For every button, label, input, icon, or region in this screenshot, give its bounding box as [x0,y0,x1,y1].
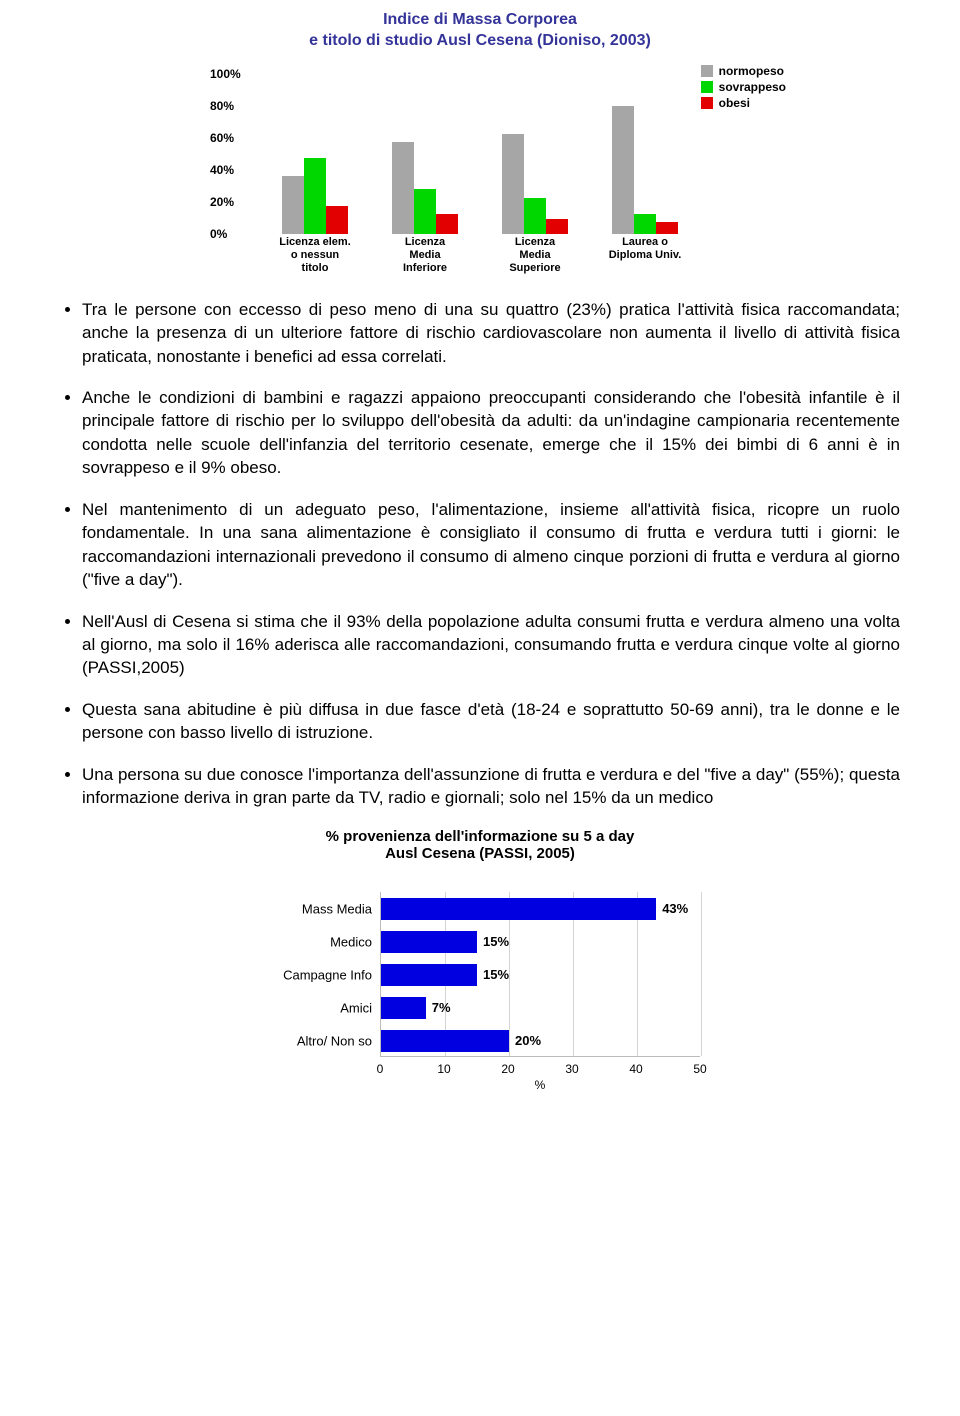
chart1-bar [326,206,348,233]
chart1-bar [282,176,304,234]
chart1-title: Indice di Massa Corporea e titolo di stu… [60,10,900,52]
chart2-bar [381,898,656,920]
chart2-xtick: 30 [565,1062,578,1076]
chart1-bar [304,158,326,233]
chart2-value-label: 43% [662,901,688,916]
bullet-item: Tra le persone con eccesso di peso meno … [82,298,900,368]
chart1-xlabel: Licenza Media Superiore [490,236,580,276]
legend-label: obesi [719,96,750,110]
chart2-value-label: 15% [483,934,509,949]
chart2-row: 15% [381,964,509,986]
chart1-xlabel: Laurea o Diploma Univ. [600,236,690,262]
chart1-title-line2: e titolo di studio Ausl Cesena (Dioniso,… [309,32,651,49]
chart2-row: 15% [381,931,509,953]
chart2-row: 20% [381,1030,541,1052]
chart1-ytick: 0% [210,227,227,241]
chart1-ytick: 100% [210,67,241,81]
bullet-item: Anche le condizioni di bambini e ragazzi… [82,386,900,480]
chart1-group [600,106,690,234]
chart2-ylabel: Altro/ Non so [240,1033,372,1048]
legend-label: sovrappeso [719,80,786,94]
chart1-xlabel: Licenza Media Inferiore [380,236,470,276]
chart2-xaxis-label: % [380,1078,700,1092]
bullet-item: Una persona su due conosce l'importanza … [82,763,900,810]
chart1-bar [436,214,458,233]
chart1-ytick: 20% [210,195,234,209]
legend-swatch [701,65,713,77]
chart1-ytick: 40% [210,163,234,177]
chart1-bar [392,142,414,233]
chart2-title: % provenienza dell'informazione su 5 a d… [60,828,900,845]
chart2-xtick: 50 [693,1062,706,1076]
chart1-bar [634,214,656,233]
chart2-xtick: 40 [629,1062,642,1076]
chart1-xlabel: Licenza elem. o nessun titolo [270,236,360,276]
chart2-row: 43% [381,898,688,920]
bullet-item: Questa sana abitudine è più diffusa in d… [82,698,900,745]
chart1-group [270,158,360,233]
legend-swatch [701,97,713,109]
legend-row: obesi [701,96,786,110]
chart2-value-label: 15% [483,967,509,982]
chart2-ylabel: Mass Media [240,901,372,916]
chart2-bar [381,931,477,953]
chart2-xtick: 0 [377,1062,384,1076]
chart2-row: 7% [381,997,451,1019]
chart1-ytick: 60% [210,131,234,145]
legend-row: normopeso [701,64,786,78]
chart2-bar [381,997,426,1019]
chart2-ylabel: Medico [240,934,372,949]
chart1-group [380,142,470,233]
chart1-bar [546,219,568,233]
chart1-bar [612,106,634,234]
chart1-bar [414,189,436,234]
legend-label: normopeso [719,64,784,78]
chart1-legend: normopeso sovrappeso obesi [701,64,786,112]
bullet-item: Nell'Ausl di Cesena si stima che il 93% … [82,610,900,680]
chart2: 43% 15% 15% 7% 20% Mass Media Medico Campagne … [240,892,720,1102]
chart1-bar [524,198,546,233]
chart1-ytick: 80% [210,99,234,113]
chart2-bar [381,1030,509,1052]
chart2-ylabel: Campagne Info [240,967,372,982]
chart2-value-label: 20% [515,1033,541,1048]
chart2-bar [381,964,477,986]
chart2-xtick: 20 [501,1062,514,1076]
body-bullets: Tra le persone con eccesso di peso meno … [60,298,900,810]
chart2-ylabel: Amici [240,1000,372,1015]
legend-row: sovrappeso [701,80,786,94]
chart1-bar [502,134,524,233]
chart1-title-line1: Indice di Massa Corporea [383,11,577,28]
chart1-bar [656,222,678,233]
chart1: 0%20%40%60%80%100% normopesosovrappesoob… [200,64,760,274]
chart1-group [490,134,580,233]
chart2-subtitle: Ausl Cesena (PASSI, 2005) [60,845,900,862]
bullet-item: Nel mantenimento di un adeguato peso, l'… [82,498,900,592]
chart2-xtick: 10 [437,1062,450,1076]
legend-swatch [701,81,713,93]
chart2-value-label: 7% [432,1000,451,1015]
